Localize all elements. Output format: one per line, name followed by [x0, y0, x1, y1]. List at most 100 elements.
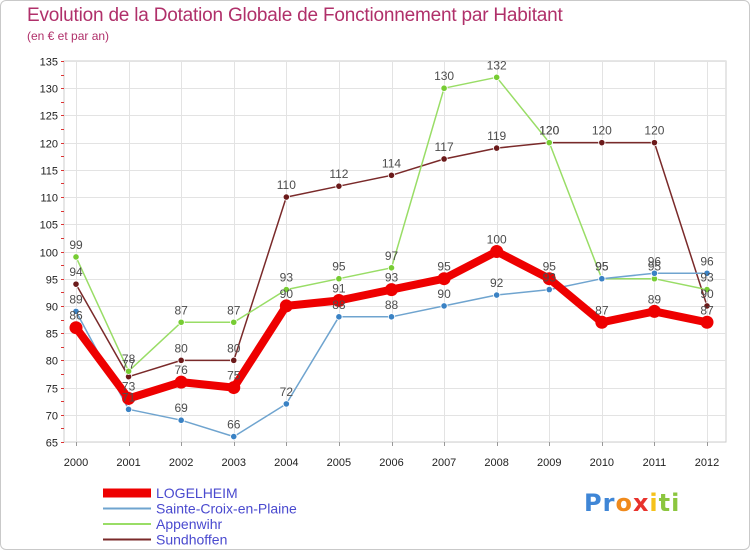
data-point-logelheim	[122, 391, 136, 405]
logo-letter: r	[602, 489, 616, 517]
legend: LOGELHEIMSainte-Croix-en-PlaineAppenwihr…	[103, 485, 297, 548]
data-point-sainte-croix-en-plaine	[282, 400, 290, 408]
data-point-appenwihr	[72, 253, 80, 261]
x-tick-label: 2005	[327, 457, 351, 469]
y-tick-label: 65	[46, 438, 58, 450]
x-tick-label: 2002	[169, 457, 193, 469]
data-label-sainte-croix-en-plaine: 96	[700, 254, 714, 268]
data-label-sundhoffen: 119	[487, 129, 506, 143]
data-label-sundhoffen: 110	[277, 178, 296, 192]
data-label-logelheim: 90	[280, 287, 294, 301]
data-label-appenwihr: 87	[174, 303, 188, 317]
data-label-sainte-croix-en-plaine: 72	[280, 385, 294, 399]
y-tick-label: 70	[46, 411, 58, 423]
data-point-logelheim	[174, 375, 188, 389]
data-label-sundhoffen: 90	[700, 287, 714, 301]
data-label-sundhoffen: 80	[174, 341, 188, 355]
data-label-logelheim: 95	[437, 260, 451, 274]
data-label-sainte-croix-en-plaine: 66	[227, 418, 241, 432]
y-tick-label: 130	[40, 84, 58, 96]
legend-label: LOGELHEIM	[156, 485, 238, 501]
data-label-appenwihr: 93	[280, 271, 294, 285]
x-tick-label: 2003	[222, 457, 246, 469]
x-tick-label: 2010	[590, 457, 614, 469]
x-tick-label: 2009	[537, 457, 561, 469]
data-label-sundhoffen: 120	[539, 124, 559, 138]
data-point-appenwihr	[545, 139, 553, 147]
data-point-appenwihr	[387, 264, 396, 272]
data-point-sundhoffen	[703, 302, 711, 310]
data-label-sainte-croix-en-plaine: 92	[490, 276, 504, 290]
data-label-appenwihr: 95	[332, 260, 346, 274]
x-tick-label: 2000	[64, 457, 88, 469]
y-tick-label: 90	[46, 302, 58, 314]
data-label-sainte-croix-en-plaine: 88	[385, 298, 399, 312]
x-tick-label: 2008	[484, 457, 508, 469]
legend-label: Sundhoffen	[156, 532, 227, 548]
data-label-logelheim: 100	[487, 233, 507, 247]
logo-letter: o	[615, 489, 633, 517]
data-label-sundhoffen: 120	[644, 124, 664, 138]
data-label-appenwihr: 97	[385, 249, 399, 263]
y-tick-label: 120	[40, 139, 58, 151]
y-tick-label: 75	[46, 384, 58, 396]
data-label-sainte-croix-en-plaine: 88	[332, 298, 346, 312]
data-point-appenwihr	[177, 318, 185, 326]
data-point-appenwihr	[124, 367, 133, 375]
data-label-appenwihr: 132	[487, 58, 507, 72]
logo-letter: i	[649, 489, 659, 517]
data-labels-group: 94 77 80 80 110 112 114 117 119 120 120 120 90 99 78 87…	[69, 58, 714, 431]
data-point-sundhoffen	[440, 155, 448, 163]
data-point-sainte-croix-en-plaine	[703, 269, 711, 277]
data-point-logelheim	[227, 381, 241, 395]
data-point-sainte-croix-en-plaine	[598, 275, 606, 283]
y-tick-label: 125	[40, 111, 58, 123]
data-point-logelheim	[279, 299, 293, 313]
data-point-appenwihr	[230, 318, 238, 326]
data-label-logelheim: 75	[227, 369, 241, 383]
data-point-logelheim	[647, 304, 661, 318]
legend-label: Sainte-Croix-en-Plaine	[156, 501, 297, 517]
data-point-sainte-croix-en-plaine	[545, 285, 553, 294]
data-label-logelheim: 73	[122, 379, 136, 393]
data-point-sundhoffen	[177, 356, 185, 364]
data-label-sainte-croix-en-plaine: 93	[543, 271, 557, 285]
data-label-sainte-croix-en-plaine: 71	[122, 390, 136, 404]
logo-letter: x	[632, 489, 650, 517]
x-tick-label: 2001	[116, 457, 140, 469]
data-point-logelheim	[542, 272, 556, 286]
data-point-sundhoffen	[493, 144, 501, 152]
data-label-sainte-croix-en-plaine: 69	[174, 401, 188, 415]
data-point-logelheim	[700, 315, 714, 329]
data-label-sundhoffen: 117	[435, 140, 454, 154]
data-point-appenwihr	[440, 84, 448, 92]
logo-letter: P	[584, 489, 603, 517]
data-point-sainte-croix-en-plaine	[387, 313, 396, 321]
y-tick-label: 115	[40, 166, 58, 178]
data-label-appenwihr: 99	[69, 238, 83, 252]
data-label-sainte-croix-en-plaine: 89	[69, 292, 83, 306]
y-tick-label: 95	[46, 275, 58, 287]
data-point-logelheim	[385, 283, 398, 297]
data-label-sainte-croix-en-plaine: 96	[648, 254, 662, 268]
logo-letter: t	[658, 489, 672, 517]
data-point-sundhoffen	[598, 139, 606, 147]
data-point-appenwihr	[282, 285, 290, 294]
chart-title: Evolution de la Dotation Globale de Fonc…	[27, 5, 563, 26]
data-label-sainte-croix-en-plaine: 95	[595, 260, 609, 274]
data-point-sainte-croix-en-plaine	[124, 405, 133, 413]
data-point-logelheim	[332, 293, 346, 307]
data-point-sundhoffen	[72, 280, 80, 288]
x-tick-label: 2012	[695, 457, 719, 469]
legend-label: Appenwihr	[156, 516, 222, 532]
data-point-sainte-croix-en-plaine	[177, 416, 185, 424]
data-label-appenwihr: 78	[122, 352, 136, 366]
data-point-sundhoffen	[282, 193, 290, 201]
data-label-logelheim: 93	[385, 271, 399, 285]
y-tick-label: 80	[46, 356, 58, 368]
y-tick-label: 100	[40, 248, 58, 260]
data-label-sundhoffen: 80	[227, 341, 241, 355]
data-point-logelheim	[490, 245, 504, 258]
data-point-sundhoffen	[387, 171, 396, 179]
